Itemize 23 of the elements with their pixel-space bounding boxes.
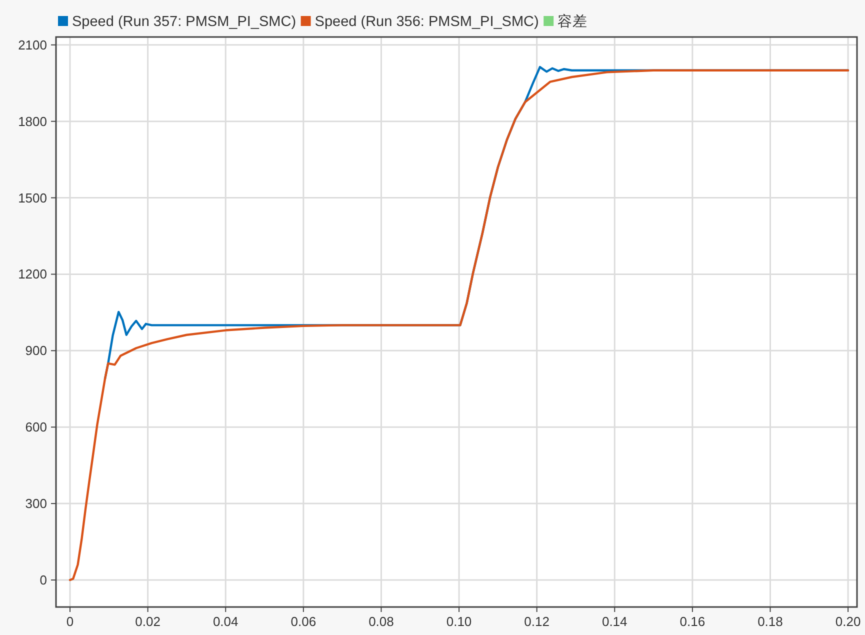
y-tick-label: 1800 <box>18 114 47 129</box>
x-tick-label: 0 <box>66 614 74 629</box>
x-tick-label: 0.14 <box>602 614 628 629</box>
y-tick-label: 1500 <box>18 190 47 206</box>
x-tick-label: 0.04 <box>212 614 238 629</box>
y-tick-label: 1200 <box>18 266 47 282</box>
y-tick-label: 0 <box>40 572 47 588</box>
x-tick-label: 0.02 <box>135 614 160 629</box>
y-tick-label: 600 <box>25 420 47 435</box>
x-tick-label: 0.12 <box>524 614 550 629</box>
y-tick-label: 300 <box>25 496 47 512</box>
legend-label: Speed (Run 357: PMSM_PI_SMC) <box>72 14 296 30</box>
x-tick-label: 0.06 <box>290 614 316 629</box>
x-tick-label: 0.18 <box>758 614 783 629</box>
x-tick-label: 0.08 <box>368 614 394 629</box>
x-tick-label: 0.16 <box>680 614 706 629</box>
legend-label: Speed (Run 356: PMSM_PI_SMC) <box>314 14 539 30</box>
y-tick-label: 900 <box>25 343 47 358</box>
y-tick-label: 2100 <box>18 37 47 52</box>
line-series <box>68 69 850 582</box>
legend-label: 容差 <box>558 13 588 30</box>
x-tick-label: 0.10 <box>446 614 472 629</box>
x-tick-label: 0.20 <box>835 614 861 629</box>
